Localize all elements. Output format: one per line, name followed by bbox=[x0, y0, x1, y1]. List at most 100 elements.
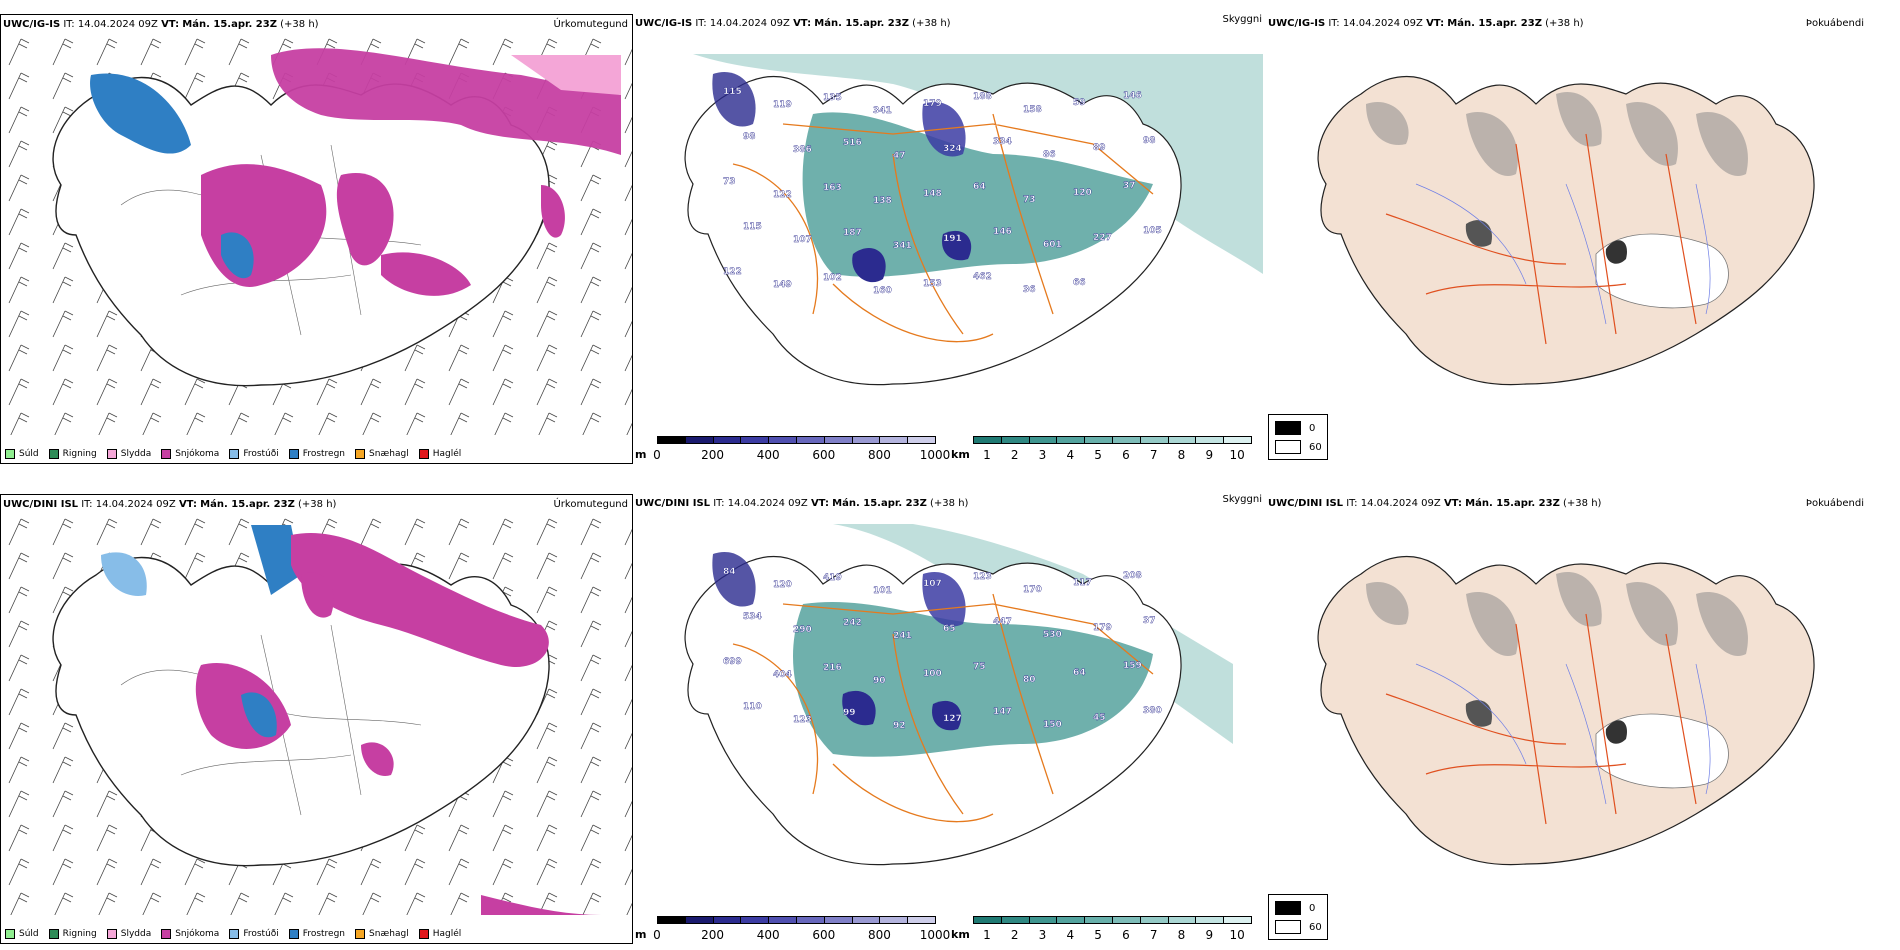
panel-header: UWC/IG-IS IT: 14.04.2024 09Z VT: Mán. 15… bbox=[3, 15, 632, 35]
colorbar-segment bbox=[1167, 916, 1197, 924]
colorbar-segment bbox=[1084, 916, 1113, 924]
legend-label: Rigning bbox=[62, 449, 97, 459]
ceiling-label: 242 bbox=[843, 618, 862, 628]
fog-legend-label: 60 bbox=[1309, 441, 1322, 453]
colorbar-segment bbox=[768, 436, 797, 444]
legend-label: Frostúði bbox=[243, 929, 279, 939]
ceiling-labels: 115 119 135 341 179 188 158 59 146 98 386 516 47 324 3… bbox=[723, 87, 1162, 296]
colorbar-unit: m bbox=[635, 448, 647, 461]
colorbar-tick-label: 200 bbox=[701, 448, 725, 462]
colorbar-segment bbox=[1223, 436, 1252, 444]
colorbar-segment bbox=[1195, 916, 1225, 924]
ceiling-label: 447 bbox=[993, 617, 1012, 627]
ceiling-label: 123 bbox=[793, 715, 812, 725]
legend-swatch bbox=[161, 929, 172, 939]
colorbar-tick-label: 800 bbox=[867, 928, 891, 942]
colorbar-tick-label: 1 bbox=[983, 448, 991, 462]
colorbar-tick-label: 10 bbox=[1229, 448, 1245, 462]
colorbar-segment bbox=[879, 916, 909, 924]
ceiling-label: 227 bbox=[1093, 233, 1112, 243]
colorbar-segment bbox=[1028, 436, 1058, 444]
ceiling-label: 160 bbox=[873, 286, 892, 296]
legend-swatch bbox=[106, 449, 117, 459]
ceiling-label: 179 bbox=[923, 99, 942, 109]
colorbar-segment bbox=[907, 436, 936, 444]
legend-swatch bbox=[288, 449, 299, 459]
legend-swatch bbox=[355, 449, 366, 459]
ceiling-label: 115 bbox=[723, 87, 742, 97]
colorbar-tick-label: 6 bbox=[1122, 928, 1130, 942]
ceiling-label: 135 bbox=[823, 93, 842, 103]
colorbar-segment bbox=[1139, 436, 1169, 444]
ceiling-label: 80 bbox=[1023, 675, 1036, 685]
colorbar-tick-label: 400 bbox=[756, 928, 780, 942]
vt-label: VT: bbox=[810, 498, 829, 509]
legend-item-slydda: Slydda bbox=[106, 929, 152, 939]
colorbar-tick-label: 9 bbox=[1205, 928, 1214, 942]
colorbar-segment bbox=[1084, 436, 1113, 444]
ceiling-label: 115 bbox=[743, 222, 762, 232]
ceiling-label: 147 bbox=[993, 707, 1012, 717]
colorbar-unit: km bbox=[951, 928, 970, 941]
ceiling-label: 146 bbox=[993, 227, 1012, 237]
fog-legend: 0 60 bbox=[1268, 894, 1328, 940]
colorbar-segment bbox=[879, 436, 909, 444]
legend-label: Haglél bbox=[432, 449, 462, 459]
colorbar-segment bbox=[657, 916, 686, 924]
ceiling-label: 530 bbox=[1043, 630, 1062, 640]
colorbar-segment bbox=[1028, 916, 1058, 924]
fog-panel-top: UWC/IG-IS IT: 14.04.2024 09Z VT: Mán. 15… bbox=[1266, 14, 1900, 464]
panel-title: Þokuábendi bbox=[1805, 18, 1864, 29]
colorbar-tick-label: 7 bbox=[1149, 448, 1158, 462]
cloud-panel-top: UWC/IG-IS IT: 14.04.2024 09Z VT: Mán. 15… bbox=[633, 14, 1266, 464]
fog-legend-label: 0 bbox=[1309, 902, 1316, 914]
visibility-colorbar: km 1 2 3 4 5 6 7 8 9 10 bbox=[951, 436, 1252, 464]
model-name: UWC/DINI ISL bbox=[3, 499, 79, 510]
legend-item-snjokoma: Snjókoma bbox=[161, 929, 219, 939]
ceiling-label: 117 bbox=[1073, 578, 1092, 588]
legend-item-snjokoma: Snjókoma bbox=[161, 449, 219, 459]
colorbar-segment bbox=[973, 436, 1002, 444]
colorbar-tick-label: 3 bbox=[1038, 448, 1047, 462]
ceiling-label: 148 bbox=[923, 189, 942, 199]
legend-swatch bbox=[229, 449, 240, 459]
legend-swatch bbox=[418, 929, 429, 939]
fog-swatch-white bbox=[1275, 920, 1301, 934]
legend-item-rigning: Rigning bbox=[48, 929, 97, 939]
ceiling-label: 59 bbox=[1073, 98, 1086, 108]
fog-legend: 0 60 bbox=[1268, 414, 1328, 460]
panel-header: UWC/DINI ISL IT: 14.04.2024 09Z VT: Mán.… bbox=[1268, 494, 1900, 514]
ceiling-label: 324 bbox=[943, 144, 962, 154]
it-value: 14.04.2024 09Z bbox=[709, 18, 790, 29]
legend-swatch bbox=[418, 449, 429, 459]
it-label: IT: bbox=[63, 19, 75, 30]
ceiling-label: 241 bbox=[893, 631, 912, 641]
ceiling-label: 107 bbox=[793, 235, 812, 245]
colorbar-tick-label: 4 bbox=[1066, 448, 1075, 462]
colorbar-segment bbox=[796, 436, 825, 444]
ceiling-label: 98 bbox=[1143, 136, 1156, 146]
colorbar-segment bbox=[973, 916, 1002, 924]
vt-label: VT: bbox=[1426, 18, 1445, 29]
lead-time: (+38 h) bbox=[298, 499, 337, 510]
ceiling-label: 150 bbox=[1043, 720, 1062, 730]
it-label: IT: bbox=[713, 498, 725, 509]
panel-title: Úrkomutegund bbox=[553, 19, 628, 30]
ceiling-label: 188 bbox=[973, 92, 992, 102]
vt-label: VT: bbox=[1443, 498, 1462, 509]
lead-time: (+38 h) bbox=[1545, 18, 1584, 29]
visibility-colorbar: km 1 2 3 4 5 6 7 8 9 10 bbox=[951, 916, 1252, 944]
ceiling-label: 386 bbox=[793, 145, 812, 155]
model-name: UWC/IG-IS bbox=[1268, 18, 1326, 29]
precip-panel-bottom: UWC/DINI ISL IT: 14.04.2024 09Z VT: Mán.… bbox=[0, 494, 633, 944]
lead-time: (+38 h) bbox=[280, 19, 319, 30]
legend-label: Slydda bbox=[120, 929, 152, 939]
ceiling-label: 146 bbox=[1123, 91, 1142, 101]
panel-header: UWC/IG-IS IT: 14.04.2024 09Z VT: Mán. 15… bbox=[1268, 14, 1900, 34]
ceiling-label: 75 bbox=[973, 662, 986, 672]
legend-label: Haglél bbox=[432, 929, 462, 939]
ceiling-label: 65 bbox=[943, 624, 956, 634]
legend-item-sudl: Súld bbox=[5, 929, 39, 939]
it-value: 14.04.2024 09Z bbox=[77, 19, 158, 30]
colorbar-tick-label: 8 bbox=[1177, 448, 1186, 462]
